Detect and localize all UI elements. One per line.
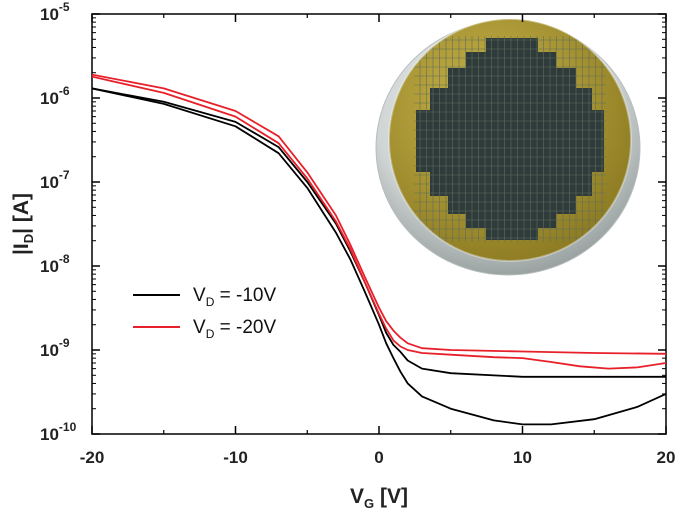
series-1-sweep-0 [92,73,666,355]
y-tick-labels: 10-10 10-9 10-8 10-7 10-6 10-5 [40,0,77,444]
y-tick-label: 10-8 [40,252,70,276]
x-axis-title: VG [V] [350,485,408,511]
series-group [92,73,666,426]
y-tick-label: 10-5 [40,0,70,24]
axis-ticks [91,13,667,435]
series-1-sweep-1 [92,75,666,370]
y-tick-label: 10-9 [40,336,70,360]
legend-label-vd-10: VD = -10V [193,285,276,309]
y-tick-label: 10-7 [40,168,70,192]
wafer-photo [375,18,641,276]
x-tick-label: -10 [223,448,248,467]
x-tick-label: 0 [374,448,383,467]
legend-label-vd-20: VD = -20V [193,317,276,341]
x-tick-label: 10 [513,448,532,467]
x-tick-label: -20 [80,448,105,467]
y-tick-label: 10-6 [40,84,70,108]
y-axis-title: |ID| [A] [10,193,36,255]
series-0-sweep-0 [92,87,666,378]
x-tick-labels: -20 -10 0 10 20 [80,448,676,467]
x-tick-label: 20 [657,448,676,467]
y-tick-label: 10-10 [40,420,77,444]
series-0-sweep-1 [92,87,666,426]
legend: VD = -10V VD = -20V [133,285,276,341]
